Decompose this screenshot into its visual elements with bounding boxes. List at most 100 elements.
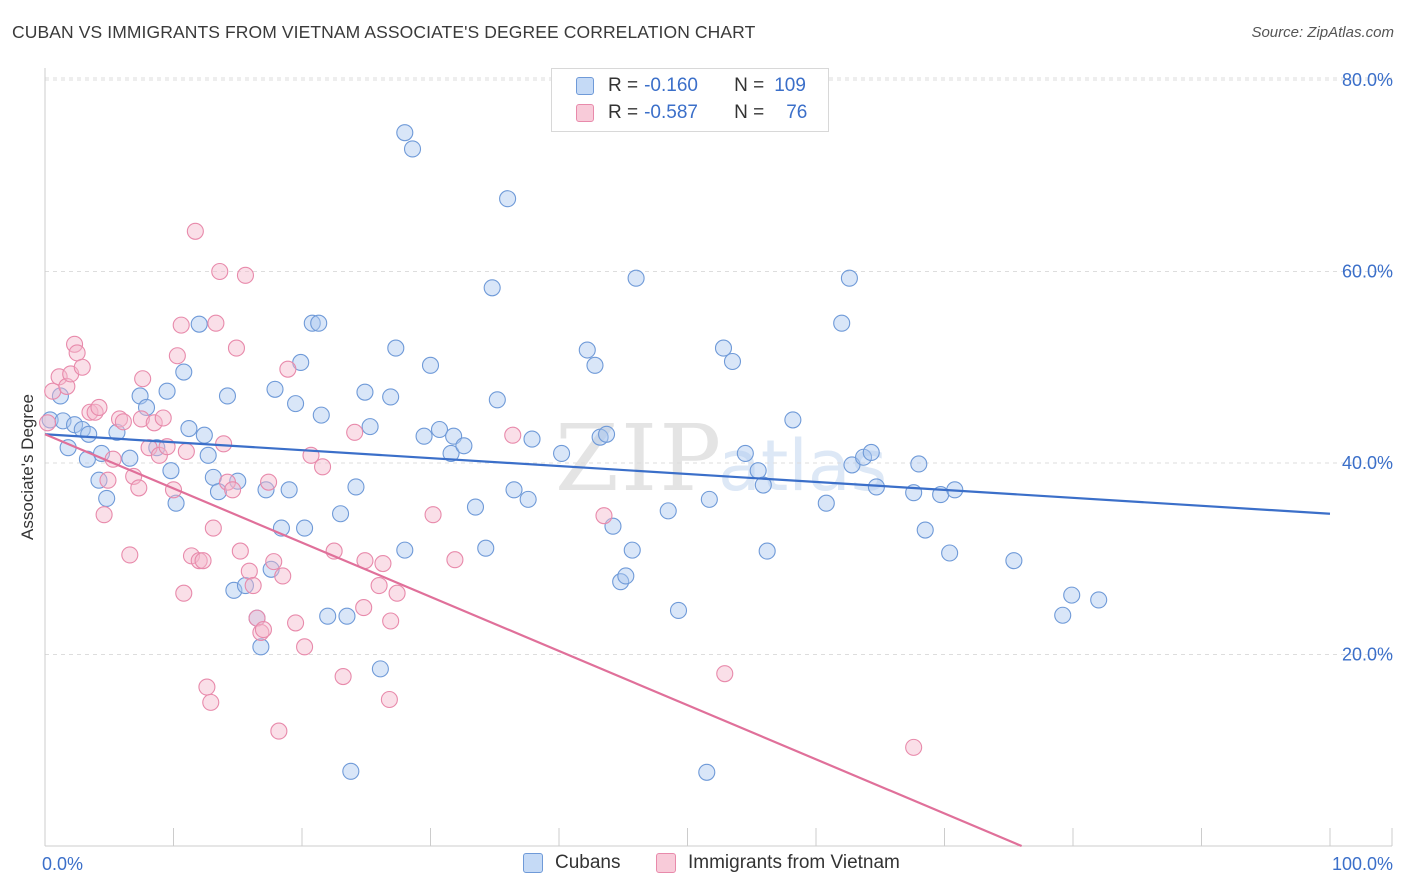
y-axis-label: Associate's Degree bbox=[18, 394, 37, 540]
data-point bbox=[758, 542, 776, 560]
data-point bbox=[39, 414, 57, 432]
data-point bbox=[231, 542, 249, 560]
data-point bbox=[319, 607, 337, 625]
data-point bbox=[382, 612, 400, 630]
data-point bbox=[266, 380, 284, 398]
watermark-atlas: atlas bbox=[718, 425, 887, 507]
data-point bbox=[446, 551, 464, 569]
data-point bbox=[218, 387, 237, 405]
data-point bbox=[749, 462, 767, 480]
data-point bbox=[68, 344, 86, 362]
series-cubans bbox=[41, 124, 1108, 781]
data-point bbox=[279, 360, 297, 378]
legend-r-label: R = bbox=[608, 75, 639, 96]
x-tick-label: 0.0% bbox=[42, 854, 83, 874]
data-point bbox=[623, 541, 641, 559]
data-point bbox=[347, 478, 365, 496]
data-point bbox=[597, 425, 616, 443]
data-point bbox=[73, 358, 91, 376]
data-point bbox=[240, 562, 258, 580]
legend-item-vietnam: Immigrants from Vietnam bbox=[656, 852, 900, 874]
legend-n-value: 76 bbox=[786, 102, 808, 123]
legend-n-label: N = bbox=[734, 75, 765, 96]
legend-r-value: -0.587 bbox=[644, 102, 698, 123]
data-point bbox=[370, 577, 388, 595]
data-point bbox=[519, 490, 537, 508]
data-point bbox=[204, 468, 222, 486]
data-point bbox=[784, 411, 802, 429]
legend-swatch-vietnam bbox=[576, 104, 594, 122]
x-tick-label: 100.0% bbox=[1332, 854, 1393, 874]
data-point bbox=[430, 420, 449, 439]
legend-r-value: -0.160 bbox=[644, 75, 698, 96]
data-point bbox=[403, 140, 422, 158]
data-point bbox=[627, 269, 645, 287]
data-point bbox=[910, 455, 928, 473]
data-point bbox=[190, 315, 208, 333]
data-point bbox=[244, 577, 262, 595]
data-point bbox=[296, 519, 314, 537]
legend-swatch-cubans bbox=[576, 77, 594, 95]
data-point bbox=[95, 506, 113, 524]
data-point bbox=[274, 567, 292, 585]
data-point bbox=[424, 506, 442, 524]
data-point bbox=[252, 638, 270, 656]
data-point bbox=[254, 621, 273, 639]
data-point bbox=[505, 481, 523, 499]
data-point bbox=[669, 601, 688, 620]
data-point bbox=[121, 546, 139, 564]
data-point bbox=[504, 426, 522, 444]
data-point bbox=[1054, 606, 1072, 624]
data-point bbox=[840, 269, 858, 287]
data-point bbox=[199, 446, 217, 464]
data-point bbox=[99, 471, 117, 489]
data-point bbox=[833, 314, 851, 332]
data-point bbox=[90, 398, 108, 417]
data-point bbox=[121, 449, 139, 467]
data-point bbox=[154, 409, 172, 427]
data-point bbox=[198, 678, 216, 696]
data-point bbox=[523, 430, 541, 448]
data-point bbox=[1063, 586, 1081, 604]
data-point bbox=[172, 316, 190, 334]
data-point bbox=[415, 427, 433, 445]
data-point bbox=[296, 638, 314, 656]
data-point bbox=[303, 314, 321, 332]
data-point bbox=[941, 544, 959, 562]
legend-swatch-vietnam bbox=[656, 853, 676, 873]
legend-n-value: 109 bbox=[774, 75, 806, 96]
data-point bbox=[356, 383, 374, 401]
trend-lines bbox=[44, 433, 1331, 848]
series-legend: Cubans Immigrants from Vietnam bbox=[0, 852, 1406, 878]
y-tick-label: 80.0% bbox=[1342, 70, 1393, 90]
data-point bbox=[553, 444, 571, 462]
data-point bbox=[108, 423, 126, 441]
data-point bbox=[380, 690, 398, 709]
data-point bbox=[659, 502, 677, 520]
data-point bbox=[371, 660, 389, 678]
data-point bbox=[698, 763, 716, 781]
data-point bbox=[442, 444, 460, 462]
data-point bbox=[90, 471, 108, 489]
data-point bbox=[817, 494, 835, 512]
data-point bbox=[346, 423, 364, 441]
data-point bbox=[195, 426, 213, 444]
series-vietnam bbox=[39, 222, 923, 756]
legend-label-vietnam: Immigrants from Vietnam bbox=[688, 852, 900, 873]
data-point bbox=[483, 279, 501, 297]
data-point bbox=[586, 356, 604, 374]
data-point bbox=[211, 262, 229, 281]
data-point bbox=[215, 435, 233, 453]
data-point bbox=[862, 443, 880, 462]
data-point bbox=[130, 479, 148, 497]
data-point bbox=[175, 363, 193, 381]
data-point bbox=[80, 425, 98, 443]
data-point bbox=[716, 665, 734, 683]
data-point bbox=[421, 356, 440, 374]
legend-row-cubans: R = -0.160 N = 109 bbox=[576, 74, 806, 98]
data-point bbox=[736, 444, 754, 462]
x-tick-labels: 0.0% 100.0% bbox=[42, 854, 1393, 874]
legend-swatch-cubans bbox=[523, 853, 543, 873]
data-point bbox=[162, 462, 180, 480]
data-point bbox=[312, 406, 330, 424]
